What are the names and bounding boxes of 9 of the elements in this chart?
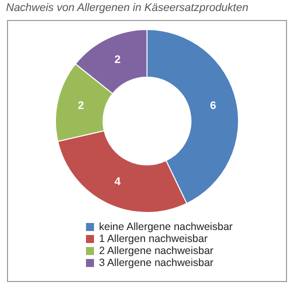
data-label: 2 [114,54,121,66]
legend-label: keine Allergene nachweisbar [99,221,233,233]
legend-label: 1 Allergen nachweisbar [99,233,208,245]
data-label: 4 [114,176,122,188]
legend-label: 2 Allergene nachweisbar [99,245,214,257]
data-label: 2 [78,100,84,112]
data-label: 6 [210,100,216,112]
legend-label: 3 Allergene nachweisbar [99,257,214,269]
chart-title: Nachweis von Allergenen in Käseersatzprodukten [6,2,248,14]
